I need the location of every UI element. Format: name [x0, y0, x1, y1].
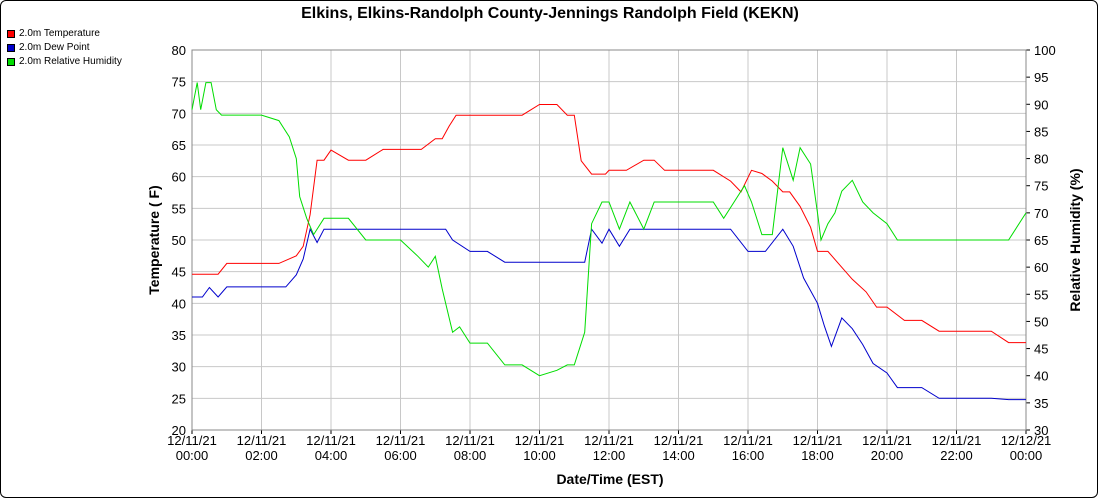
x-axis-title: Date/Time (EST) [556, 471, 663, 487]
x-tick-label-time: 22:00 [940, 448, 973, 463]
plot-area: 20 25 30 35 40 45 50 55 60 65 70 75 80 30 35 40 45 50 55 60… [167, 43, 1056, 463]
legend-swatch-dew-point [7, 44, 15, 52]
x-tick-label-date: 12/11/21 [515, 433, 565, 448]
x-tick-label-time: 00:00 [1010, 448, 1043, 463]
y2-tick-label: 40 [1034, 369, 1048, 384]
y-tick-label: 75 [172, 75, 186, 90]
x-tick-label-date: 12/11/21 [723, 433, 773, 448]
legend-swatch-relative-humidity [7, 58, 15, 66]
x-tick-label-time: 04:00 [315, 448, 348, 463]
y-axis-title: Temperature ( F) [146, 185, 162, 294]
y2-tick-label: 30 [1034, 423, 1048, 438]
x-tick-label-date: 12/11/21 [793, 433, 843, 448]
x-tick-label-date: 12/11/21 [654, 433, 704, 448]
y2-tick-label: 50 [1034, 314, 1048, 329]
legend-item-relative-humidity: 2.0m Relative Humidity [7, 55, 122, 69]
y2-tick-label: 60 [1034, 260, 1048, 275]
y2-axis-title: Relative Humidity (%) [1067, 168, 1083, 311]
y2-tick-label: 35 [1034, 396, 1048, 411]
legend-swatch-temperature [7, 30, 15, 38]
x-tick-label-date: 12/11/21 [932, 433, 982, 448]
x-tick-label-date: 12/11/21 [584, 433, 634, 448]
y2-tick-label: 85 [1034, 124, 1048, 139]
y2-tick-label: 80 [1034, 152, 1048, 167]
x-tick-label-time: 02:00 [245, 448, 278, 463]
y-tick-label: 65 [172, 138, 186, 153]
x-tick-label-time: 14:00 [662, 448, 695, 463]
y-tick-label: 20 [172, 423, 186, 438]
legend-label-dew-point: 2.0m Dew Point [19, 42, 90, 53]
x-tick-label-time: 18:00 [801, 448, 834, 463]
legend-label-relative-humidity: 2.0m Relative Humidity [19, 56, 122, 67]
x-tick-label-date: 12/11/21 [237, 433, 287, 448]
x-tick-label-time: 16:00 [732, 448, 765, 463]
legend-item-dew-point: 2.0m Dew Point [7, 41, 122, 55]
x-tick-label-date: 12/11/21 [445, 433, 495, 448]
y-tick-label: 25 [172, 391, 186, 406]
y-tick-label: 30 [172, 360, 186, 375]
y-tick-label: 35 [172, 328, 186, 343]
y-tick-label: 60 [172, 170, 186, 185]
y2-tick-label: 90 [1034, 97, 1048, 112]
legend-label-temperature: 2.0m Temperature [19, 28, 100, 39]
x-tick-label-date: 12/12/21 [1001, 433, 1052, 448]
y2-tick-label: 75 [1034, 179, 1048, 194]
x-tick-label-time: 06:00 [384, 448, 417, 463]
x-tick-label-time: 20:00 [871, 448, 904, 463]
y-tick-label: 45 [172, 265, 186, 280]
y2-tick-label: 70 [1034, 206, 1048, 221]
x-tick-label-time: 08:00 [454, 448, 487, 463]
x-tick-label-date: 12/11/21 [862, 433, 912, 448]
y2-tick-label: 55 [1034, 287, 1048, 302]
y-tick-label: 80 [172, 43, 186, 58]
x-tick-label-time: 10:00 [523, 448, 556, 463]
y2-tick-label: 65 [1034, 233, 1048, 248]
y2-tick-label: 45 [1034, 342, 1048, 357]
x-tick-label-date: 12/11/21 [167, 433, 217, 448]
y-tick-label: 50 [172, 233, 186, 248]
relative-humidity-line [191, 82, 1027, 377]
legend: 2.0m Temperature 2.0m Dew Point 2.0m Rel… [7, 27, 122, 69]
y2-tick-label: 95 [1034, 70, 1048, 85]
x-tick-label-time: 12:00 [593, 448, 626, 463]
x-tick-label-time: 00:00 [176, 448, 209, 463]
legend-item-temperature: 2.0m Temperature [7, 27, 122, 41]
y-tick-label: 55 [172, 201, 186, 216]
temperature-line [192, 104, 1026, 344]
y-tick-label: 70 [172, 106, 186, 121]
chart-title: Elkins, Elkins-Randolph County-Jennings … [301, 5, 799, 22]
dew-point-line [192, 227, 1026, 401]
x-tick-label-date: 12/11/21 [376, 433, 426, 448]
y2-tick-label: 100 [1034, 43, 1056, 58]
plot-border [191, 49, 1027, 431]
y-tick-label: 40 [172, 296, 186, 311]
x-tick-label-date: 12/11/21 [306, 433, 356, 448]
